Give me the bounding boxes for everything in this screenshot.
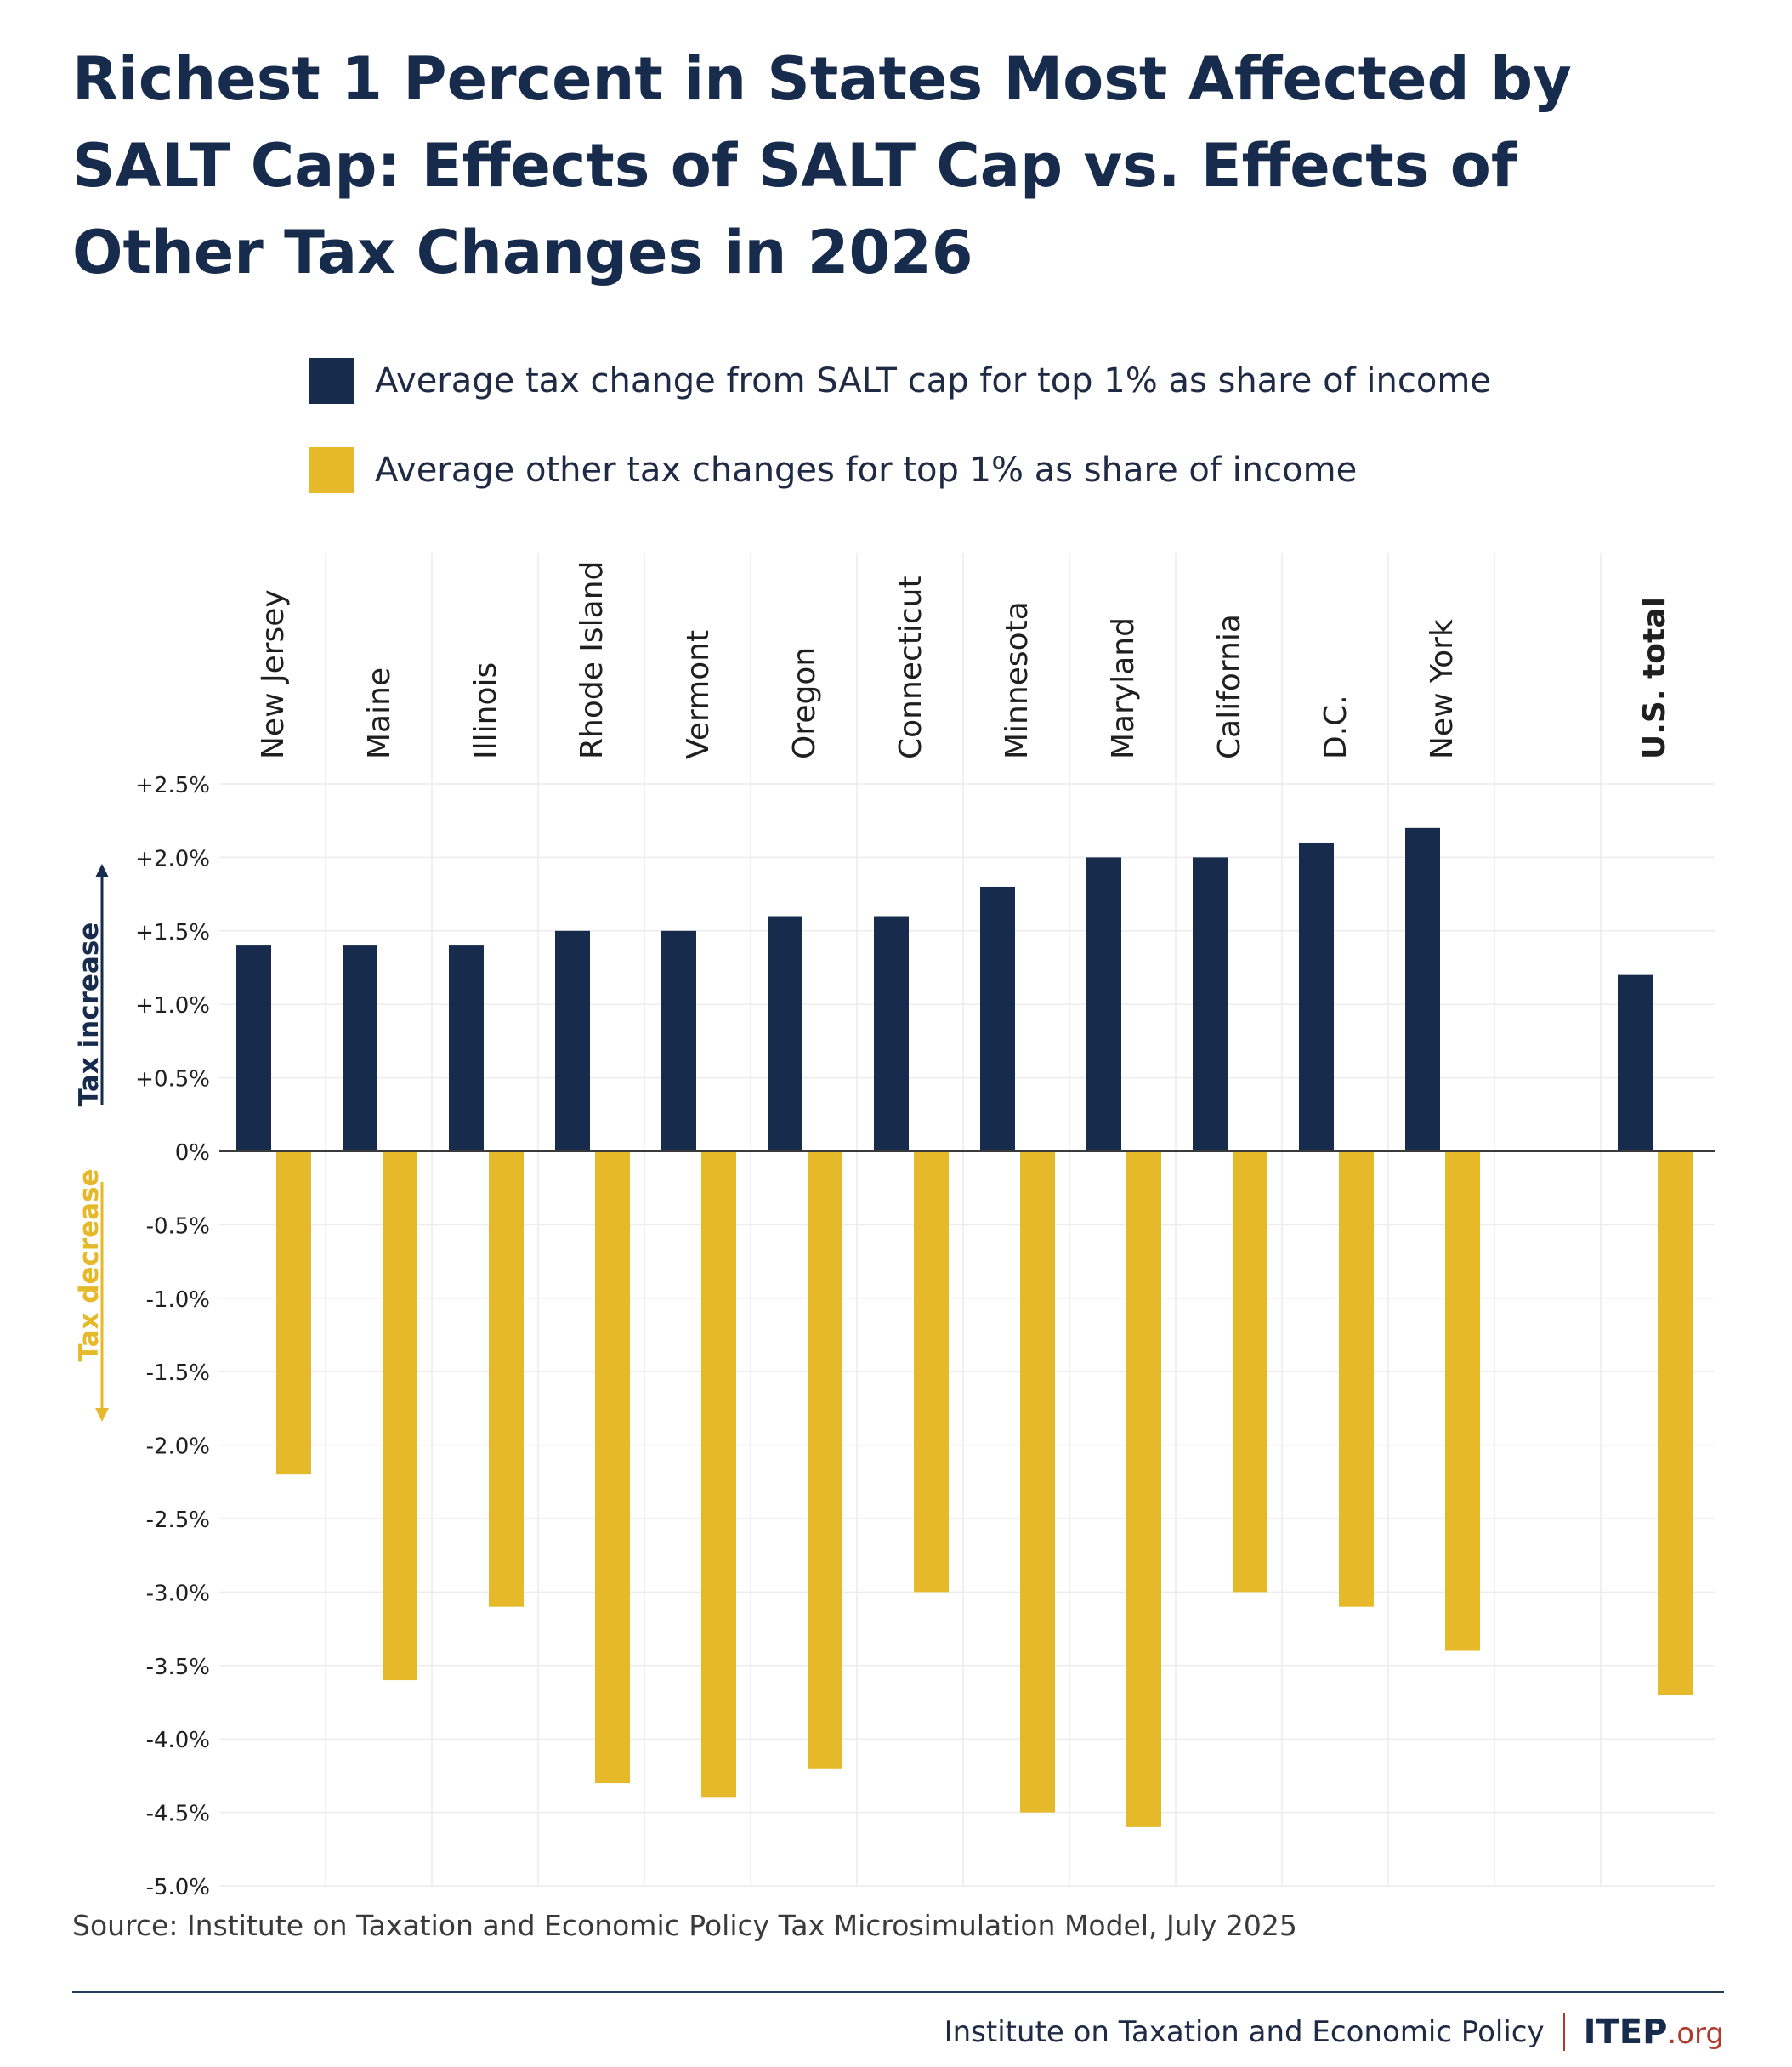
bar-salt-cap xyxy=(874,916,909,1151)
y-tick-label: -1.0% xyxy=(146,1287,210,1313)
bar-other-changes xyxy=(1126,1151,1161,1827)
category-label: Vermont xyxy=(681,630,716,759)
legend-label-salt: Average tax change from SALT cap for top… xyxy=(375,361,1491,400)
labels: +2.5% +2.0% +1.5% +1.0% +0.5% 0% -0.5% -1.0% -1.… xyxy=(135,561,1672,1900)
y-tick-label: -3.0% xyxy=(146,1581,210,1606)
y-tick-label: +2.5% xyxy=(135,773,210,798)
category-label: Maryland xyxy=(1106,617,1141,759)
y-tick-label: +1.5% xyxy=(135,920,210,945)
category-label: D.C. xyxy=(1318,695,1353,759)
footer: Institute on Taxation and Economic Polic… xyxy=(944,2013,1724,2052)
tax-increase-label: Tax increase xyxy=(74,923,105,1107)
bar-other-changes xyxy=(276,1151,311,1475)
y-tick-label: -3.5% xyxy=(146,1655,210,1680)
y-tick-label: +1.0% xyxy=(135,993,210,1019)
bar-salt-cap xyxy=(1193,857,1228,1151)
y-tick-label: -5.0% xyxy=(146,1875,210,1900)
legend-label-other: Average other tax changes for top 1% as … xyxy=(375,451,1358,490)
bar-other-changes xyxy=(1658,1151,1693,1695)
itep-logo-suffix: .org xyxy=(1667,2017,1724,2051)
bar-salt-cap xyxy=(449,945,484,1151)
category-label: Oregon xyxy=(787,647,822,759)
category-label: Illinois xyxy=(468,662,503,759)
side-labels: Tax increase Tax decrease xyxy=(74,864,109,1422)
source-note: Source: Institute on Taxation and Econom… xyxy=(72,1909,1297,1942)
bar-salt-cap xyxy=(343,945,377,1151)
legend-item-salt: Average tax change from SALT cap for top… xyxy=(309,357,1491,405)
bar-other-changes xyxy=(1233,1151,1267,1593)
bar-salt-cap xyxy=(1086,857,1121,1151)
footer-org-name: Institute on Taxation and Economic Polic… xyxy=(944,2015,1545,2049)
category-label: Connecticut xyxy=(893,576,928,759)
tax-decrease-label: Tax decrease xyxy=(74,1168,105,1361)
bar-salt-cap xyxy=(768,916,802,1151)
bar-other-changes xyxy=(914,1151,949,1593)
bars xyxy=(236,827,1693,1827)
category-label: Rhode Island xyxy=(575,561,610,759)
category-label: California xyxy=(1212,614,1247,759)
bar-salt-cap xyxy=(980,886,1015,1151)
category-label: New York xyxy=(1425,619,1460,759)
category-label: New Jersey xyxy=(256,589,291,759)
bar-other-changes xyxy=(595,1151,630,1784)
legend-swatch-other xyxy=(309,447,354,493)
footer-divider xyxy=(72,1991,1724,1993)
y-tick-label: -2.5% xyxy=(146,1508,210,1533)
category-label: Maine xyxy=(362,667,397,759)
footer-separator xyxy=(1562,2013,1565,2051)
bar-other-changes xyxy=(701,1151,736,1798)
y-tick-label: -2.0% xyxy=(146,1434,210,1460)
itep-logo-text: ITEP xyxy=(1583,2013,1668,2052)
bar-salt-cap xyxy=(1405,827,1440,1151)
itep-logo: ITEP.org xyxy=(1584,2013,1724,2052)
increase-arrow-head xyxy=(95,864,109,877)
bar-salt-cap xyxy=(236,945,271,1151)
legend-swatch-salt xyxy=(309,358,354,404)
bar-other-changes xyxy=(1445,1151,1480,1651)
bar-salt-cap xyxy=(1299,843,1334,1151)
y-tick-label: +2.0% xyxy=(135,846,210,872)
bar-other-changes xyxy=(808,1151,842,1769)
decrease-arrow-head xyxy=(95,1408,109,1422)
y-tick-label: +0.5% xyxy=(135,1067,210,1093)
bar-salt-cap xyxy=(555,930,590,1151)
bar-other-changes xyxy=(1339,1151,1374,1607)
bar-other-changes xyxy=(489,1151,524,1607)
y-tick-label: -1.5% xyxy=(146,1360,210,1386)
legend-item-other: Average other tax changes for top 1% as … xyxy=(309,446,1357,494)
bar-other-changes xyxy=(383,1151,417,1681)
bar-other-changes xyxy=(1020,1151,1055,1813)
y-tick-label: -4.5% xyxy=(146,1802,210,1827)
y-tick-label: 0% xyxy=(175,1140,210,1166)
chart-title: Richest 1 Percent in States Most Affecte… xyxy=(72,44,1572,287)
bar-salt-cap xyxy=(661,930,696,1151)
y-tick-label: -4.0% xyxy=(146,1728,210,1753)
category-label: U.S. total xyxy=(1637,597,1672,759)
bar-salt-cap xyxy=(1618,974,1653,1151)
grid-lines xyxy=(219,553,1715,1887)
category-label: Minnesota xyxy=(1000,601,1035,759)
y-tick-label: -0.5% xyxy=(146,1213,210,1239)
